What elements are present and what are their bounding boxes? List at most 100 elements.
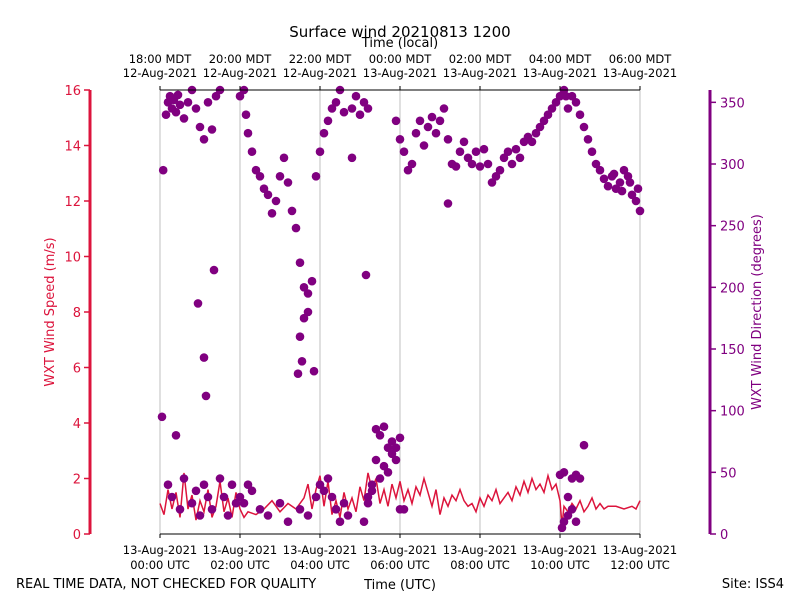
wind-direction-point bbox=[297, 357, 307, 366]
wind-direction-point bbox=[251, 165, 261, 175]
chart-title: Surface wind 20210813 1200 bbox=[289, 23, 510, 41]
wind-direction-point bbox=[483, 159, 493, 169]
x-tick-date-label: 13-Aug-2021 bbox=[123, 543, 197, 557]
wind-direction-point bbox=[583, 135, 593, 144]
wind-direction-point bbox=[271, 196, 281, 206]
left-tick-label: 0 bbox=[73, 528, 81, 543]
wind-direction-point bbox=[391, 443, 401, 453]
wind-direction-point bbox=[579, 122, 589, 132]
wind-direction-point bbox=[315, 480, 325, 490]
wind-direction-point bbox=[559, 517, 569, 526]
wind-direction-point bbox=[471, 147, 481, 156]
wind-direction-point bbox=[399, 505, 409, 514]
wind-direction-point bbox=[595, 165, 605, 175]
wind-direction-point bbox=[379, 422, 389, 432]
wind-direction-point bbox=[215, 474, 225, 483]
wind-direction-point bbox=[547, 104, 557, 113]
top-tick-time-label: 18:00 MDT bbox=[129, 52, 193, 66]
wind-direction-point bbox=[563, 492, 573, 502]
wind-direction-point bbox=[157, 412, 167, 422]
wind-direction-point bbox=[315, 147, 325, 156]
wind-direction-point bbox=[179, 114, 189, 123]
wind-direction-point bbox=[339, 107, 349, 117]
wind-direction-point bbox=[323, 474, 333, 483]
wind-direction-point bbox=[503, 147, 513, 156]
wind-direction-point bbox=[247, 486, 257, 496]
top-tick-time-label: 00:00 MDT bbox=[369, 52, 433, 66]
right-axis-ticks: 0 50 100 150 200 250 300 350 bbox=[710, 96, 745, 543]
wind-direction-point bbox=[235, 492, 245, 502]
wind-direction-point bbox=[395, 135, 405, 144]
wind-direction-point bbox=[479, 144, 489, 154]
wind-direction-point bbox=[571, 98, 581, 107]
wind-direction-point bbox=[359, 517, 369, 526]
wind-direction-point bbox=[511, 144, 521, 154]
wind-direction-point bbox=[201, 391, 211, 401]
top-tick-time-label: 02:00 MDT bbox=[449, 52, 513, 66]
top-tick-time-label: 06:00 MDT bbox=[609, 52, 673, 66]
wind-direction-point bbox=[555, 91, 565, 101]
wind-direction-point bbox=[399, 147, 409, 156]
top-tick-date-label: 13-Aug-2021 bbox=[523, 66, 597, 80]
wind-direction-point bbox=[243, 480, 253, 490]
wind-direction-point bbox=[387, 449, 397, 459]
right-tick-label: 250 bbox=[720, 220, 745, 235]
wind-direction-point bbox=[455, 147, 465, 156]
wind-direction-point bbox=[243, 128, 253, 138]
wind-direction-point bbox=[443, 199, 453, 208]
right-tick-label: 350 bbox=[720, 96, 745, 111]
wind-direction-point bbox=[211, 91, 221, 101]
wind-direction-point bbox=[291, 223, 301, 233]
wind-direction-point bbox=[227, 480, 237, 490]
wind-direction-point bbox=[255, 505, 265, 514]
wind-direction-point bbox=[419, 141, 429, 150]
wind-direction-point bbox=[383, 468, 393, 477]
wind-direction-point bbox=[275, 172, 285, 181]
right-tick-label: 200 bbox=[720, 281, 745, 296]
wind-direction-point bbox=[359, 98, 369, 107]
wind-direction-point bbox=[603, 181, 613, 191]
wind-direction-point bbox=[543, 110, 553, 119]
wind-direction-point bbox=[587, 147, 597, 156]
wind-direction-point bbox=[387, 437, 397, 446]
wind-direction-point bbox=[331, 98, 341, 107]
wind-direction-point bbox=[239, 498, 249, 508]
site-label: Site: ISS4 bbox=[722, 577, 784, 592]
x-tick-time-label: 00:00 UTC bbox=[130, 558, 190, 572]
left-tick-label: 16 bbox=[64, 84, 81, 99]
x-tick-time-label: 08:00 UTC bbox=[450, 558, 510, 572]
x-tick-date-label: 13-Aug-2021 bbox=[203, 543, 277, 557]
wind-direction-point bbox=[375, 474, 385, 483]
wind-direction-point bbox=[355, 110, 365, 119]
wind-direction-point bbox=[559, 468, 569, 477]
wind-direction-point bbox=[635, 206, 645, 216]
wind-direction-point bbox=[391, 116, 401, 126]
wind-direction-point bbox=[183, 98, 193, 107]
wind-direction-point bbox=[379, 461, 389, 471]
wind-direction-point bbox=[563, 104, 573, 113]
wind-direction-point bbox=[331, 505, 341, 514]
right-tick-label: 300 bbox=[720, 158, 745, 173]
wind-direction-point bbox=[351, 91, 361, 101]
wind-direction-point bbox=[195, 122, 205, 132]
x-tick-time-label: 10:00 UTC bbox=[530, 558, 590, 572]
wind-direction-point bbox=[451, 162, 461, 171]
wind-direction-point bbox=[609, 169, 619, 179]
wind-direction-point bbox=[633, 184, 643, 193]
x-tick-time-label: 12:00 UTC bbox=[610, 558, 670, 572]
wind-direction-point bbox=[223, 511, 233, 520]
wind-direction-point bbox=[567, 91, 577, 101]
wind-direction-point bbox=[343, 511, 353, 520]
wind-direction-point bbox=[327, 492, 337, 502]
wind-direction-point bbox=[431, 128, 441, 138]
wind-direction-point bbox=[619, 165, 629, 175]
wind-direction-point bbox=[203, 492, 213, 502]
wind-direction-point bbox=[193, 299, 203, 308]
wind-direction-point bbox=[171, 107, 181, 117]
wind-direction-point bbox=[415, 116, 425, 126]
x-tick-date-label: 13-Aug-2021 bbox=[283, 543, 357, 557]
wind-direction-point bbox=[551, 98, 561, 107]
wind-direction-point bbox=[411, 128, 421, 138]
